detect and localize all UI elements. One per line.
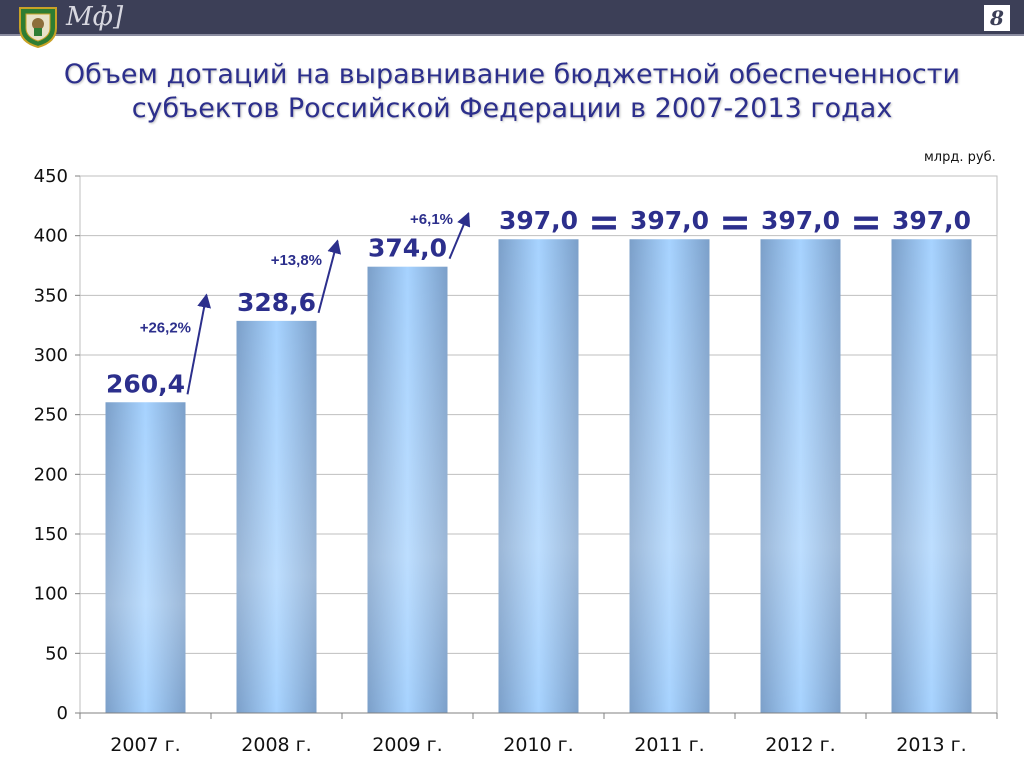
equals-sign: = — [588, 200, 620, 244]
bar-highlight — [498, 239, 579, 713]
growth-label: +13,8% — [271, 252, 322, 269]
bar-highlight — [891, 239, 972, 713]
bar-highlight — [760, 239, 841, 713]
y-tick-label: 450 — [34, 166, 68, 187]
top-bar — [0, 0, 1024, 36]
growth-arrow — [317, 239, 342, 314]
growth-label: +26,2% — [140, 320, 191, 337]
logo-text: Мф] — [66, 2, 124, 32]
y-tick-label: 350 — [34, 285, 68, 306]
data-label: 374,0 — [368, 234, 447, 263]
data-label: 328,6 — [237, 288, 316, 317]
y-tick-label: 300 — [34, 345, 68, 366]
top-bar-stripe — [0, 34, 1024, 36]
y-tick-label: 400 — [34, 226, 68, 247]
x-category-label: 2008 г. — [241, 734, 311, 756]
growth-arrow — [186, 293, 212, 395]
bar-highlight — [629, 239, 710, 713]
slide-title: Объем дотаций на выравнивание бюджетной … — [63, 59, 961, 124]
x-category-label: 2012 г. — [765, 734, 835, 756]
x-category-label: 2013 г. — [896, 734, 966, 756]
x-category-label: 2010 г. — [503, 734, 573, 756]
x-category-label: 2007 г. — [110, 734, 180, 756]
equals-sign: = — [719, 200, 751, 244]
bar-highlight — [236, 320, 317, 713]
unit-label: млрд. руб. — [924, 150, 996, 165]
growth-arrow — [448, 211, 471, 260]
y-tick-label: 200 — [34, 464, 68, 485]
growth-label: +6,1% — [410, 211, 453, 228]
x-category-label: 2009 г. — [372, 734, 442, 756]
coat-of-arms-logo — [19, 7, 57, 48]
data-label: 397,0 — [892, 206, 971, 235]
data-label: 397,0 — [499, 206, 578, 235]
y-tick-label: 0 — [57, 703, 68, 724]
bar-highlight — [105, 402, 186, 713]
y-tick-label: 250 — [34, 405, 68, 426]
data-label: 397,0 — [761, 206, 840, 235]
data-label: 397,0 — [630, 206, 709, 235]
y-tick-label: 100 — [34, 584, 68, 605]
y-tick-label: 50 — [45, 643, 68, 664]
slide-number: 8 — [984, 5, 1010, 31]
x-category-label: 2011 г. — [634, 734, 704, 756]
data-label: 260,4 — [106, 369, 185, 398]
bar-highlight — [367, 266, 448, 713]
y-tick-label: 150 — [34, 524, 68, 545]
equals-sign: = — [850, 200, 882, 244]
